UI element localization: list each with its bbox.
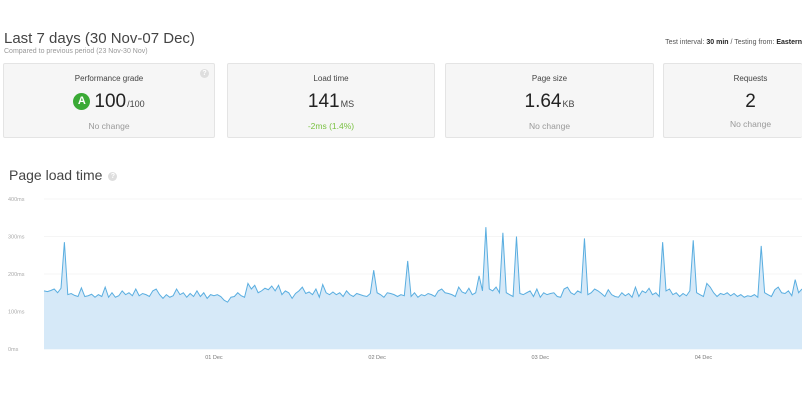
load-time-area xyxy=(44,227,802,349)
load-time-card: Load time 141MS -2ms (1.4%) xyxy=(227,63,435,138)
performance-grade-value: 100 xyxy=(94,91,127,112)
test-interval-value: 30 min xyxy=(706,39,729,46)
y-tick-label: 100ms xyxy=(8,310,25,316)
x-tick-label: 03 Dec xyxy=(532,355,550,361)
period-header: Last 7 days (30 Nov-07 Dec) Compared to … xyxy=(4,30,195,55)
performance-grade-label: Performance grade xyxy=(74,74,144,83)
x-tick-label: 01 Dec xyxy=(205,355,223,361)
y-tick-label: 200ms xyxy=(8,272,25,278)
load-time-value: 141 xyxy=(307,91,340,112)
requests-value-row: 2 xyxy=(699,91,802,113)
requests-change: No change xyxy=(729,119,772,129)
chart-title: Page load time? xyxy=(9,167,118,183)
requests-card: Requests 2 No change xyxy=(663,63,802,138)
page-size-unit: KB xyxy=(562,99,575,109)
load-time-value-row: 141MS xyxy=(228,91,434,115)
load-time-label: Load time xyxy=(313,74,349,83)
chart-title-text: Page load time xyxy=(9,167,103,183)
page-size-label: Page size xyxy=(531,74,568,83)
performance-grade-change: No change xyxy=(88,121,130,131)
testing-from-value[interactable]: Eastern xyxy=(776,39,802,46)
help-icon[interactable]: ? xyxy=(200,69,209,78)
y-tick-label: 300ms xyxy=(8,235,25,241)
page-size-card: Page size 1.64KB No change xyxy=(445,63,654,138)
performance-grade-card: ? Performance grade A 100/100 No change xyxy=(3,63,215,138)
requests-value: 2 xyxy=(745,91,756,112)
comparison-subtitle: Compared to previous period (23 Nov-30 N… xyxy=(4,48,148,55)
x-tick-label: 04 Dec xyxy=(695,355,713,361)
load-time-change: -2ms (1.4%) xyxy=(307,121,355,131)
period-title: Last 7 days (30 Nov-07 Dec) xyxy=(4,30,195,47)
load-time-line xyxy=(43,227,802,303)
performance-grade-unit: /100 xyxy=(127,99,145,109)
testing-from-label: Testing from: xyxy=(734,39,775,46)
y-tick-label: 400ms xyxy=(8,197,25,203)
grade-badge: A xyxy=(73,93,91,110)
y-tick-label: 0ms xyxy=(8,347,19,353)
x-tick-label: 02 Dec xyxy=(368,355,386,361)
load-time-unit: MS xyxy=(340,99,355,109)
test-interval-label: Test interval: xyxy=(665,39,705,46)
test-settings-separator: / xyxy=(730,39,733,46)
page-load-time-chart[interactable]: 0ms 100ms 200ms 300ms 400ms 01 Dec 02 Dec 03 De… xyxy=(0,190,802,370)
performance-grade-value-row: A 100/100 xyxy=(4,91,214,115)
help-icon[interactable]: ? xyxy=(108,172,118,181)
test-settings: Test interval: 30 min / Testing from: Ea… xyxy=(665,39,802,46)
page-size-value: 1.64 xyxy=(524,91,562,112)
page-size-change: No change xyxy=(528,121,571,131)
page-size-value-row: 1.64KB xyxy=(446,91,653,115)
requests-label: Requests xyxy=(733,74,768,83)
